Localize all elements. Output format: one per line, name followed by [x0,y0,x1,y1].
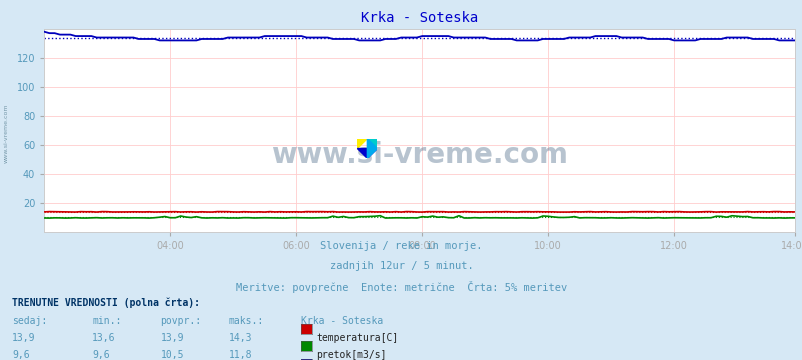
Text: Meritve: povprečne  Enote: metrične  Črta: 5% meritev: Meritve: povprečne Enote: metrične Črta:… [236,281,566,293]
Text: zadnjih 12ur / 5 minut.: zadnjih 12ur / 5 minut. [329,261,473,271]
Text: maks.:: maks.: [229,316,264,326]
Text: 13,9: 13,9 [12,333,35,343]
Text: 13,6: 13,6 [92,333,115,343]
Text: TRENUTNE VREDNOSTI (polna črta):: TRENUTNE VREDNOSTI (polna črta): [12,297,200,307]
Text: 9,6: 9,6 [92,350,110,360]
Text: Slovenija / reke in morje.: Slovenija / reke in morje. [320,241,482,251]
Text: 10,5: 10,5 [160,350,184,360]
Text: temperatura[C]: temperatura[C] [316,333,398,343]
Text: www.si-vreme.com: www.si-vreme.com [271,141,567,169]
Text: 9,6: 9,6 [12,350,30,360]
Text: povpr.:: povpr.: [160,316,201,326]
Text: Krka - Soteska: Krka - Soteska [301,316,383,326]
Text: min.:: min.: [92,316,122,326]
Polygon shape [357,139,367,148]
Text: sedaj:: sedaj: [12,316,47,326]
Title: Krka - Soteska: Krka - Soteska [360,11,478,25]
Text: 13,9: 13,9 [160,333,184,343]
Polygon shape [357,148,377,158]
Text: 14,3: 14,3 [229,333,252,343]
Polygon shape [367,139,377,158]
Polygon shape [367,139,377,148]
Text: www.si-vreme.com: www.si-vreme.com [4,103,9,163]
Text: 11,8: 11,8 [229,350,252,360]
Text: pretok[m3/s]: pretok[m3/s] [316,350,387,360]
